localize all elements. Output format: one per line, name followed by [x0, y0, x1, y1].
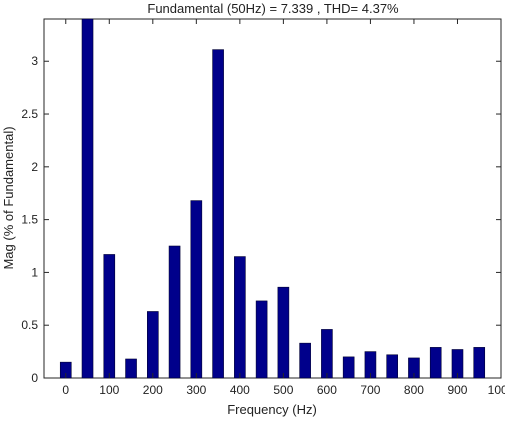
x-tick-label-600: 600	[317, 383, 337, 397]
bar-100hz	[103, 254, 116, 379]
bar-950hz	[473, 347, 486, 379]
bar-250hz	[168, 245, 181, 379]
x-tick-label-100: 100	[99, 383, 119, 397]
chart-title: Fundamental (50Hz) = 7.339 , THD= 4.37%	[147, 1, 399, 16]
y-tick-label-0: 0	[31, 371, 38, 385]
y-tick-label-2: 2	[31, 160, 38, 174]
y-axis-label: Mag (% of Fundamental)	[1, 126, 16, 269]
bar-450hz	[255, 300, 268, 379]
y-tick-label-1: 1	[31, 265, 38, 279]
bar-500hz	[277, 286, 290, 379]
x-tick-label-800: 800	[404, 383, 424, 397]
bar-300hz	[190, 200, 203, 379]
bar-350hz	[212, 49, 224, 379]
bar-750hz	[386, 354, 398, 379]
y-tick-label-3: 3	[31, 54, 38, 68]
x-tick-label-700: 700	[360, 383, 380, 397]
y-ticks-group: 0 0.5 1 1.5 2 2.5 3	[21, 54, 501, 385]
bar-600hz	[321, 329, 333, 379]
y-tick-label-0.5: 0.5	[21, 318, 38, 332]
bar-400hz	[234, 256, 246, 379]
x-tick-label-300: 300	[186, 383, 206, 397]
bar-150hz	[125, 358, 137, 379]
bar-650hz	[342, 356, 355, 379]
bar-550hz	[299, 342, 311, 379]
bar-850hz	[429, 347, 442, 379]
x-tick-label-400: 400	[230, 383, 250, 397]
y-tick-label-2.5: 2.5	[21, 107, 38, 121]
x-tick-label-900: 900	[447, 383, 467, 397]
y-tick-label-1.5: 1.5	[21, 213, 38, 227]
plot-area	[43, 18, 502, 379]
x-tick-label-500: 500	[273, 383, 293, 397]
x-tick-label-200: 200	[143, 383, 163, 397]
bar-200hz	[147, 311, 159, 379]
bar-50hz	[81, 18, 94, 379]
x-axis-label: Frequency (Hz)	[227, 402, 317, 417]
x-tick-label-0: 0	[62, 383, 69, 397]
